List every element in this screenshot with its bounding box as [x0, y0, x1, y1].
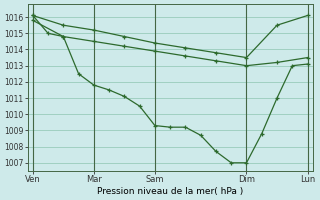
X-axis label: Pression niveau de la mer( hPa ): Pression niveau de la mer( hPa ): [97, 187, 243, 196]
